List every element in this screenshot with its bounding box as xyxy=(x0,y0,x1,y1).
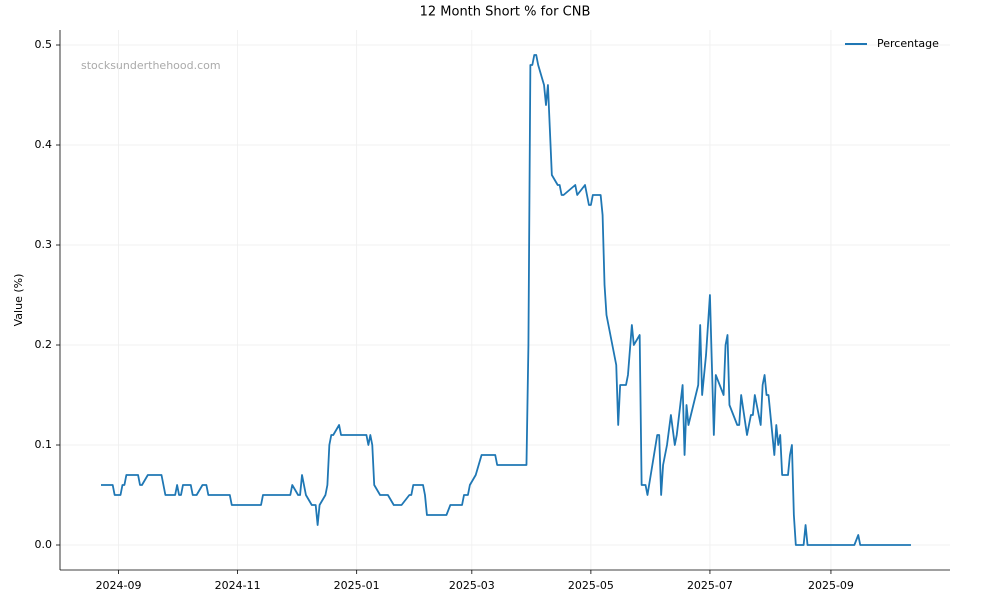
y-tick-label: 0.1 xyxy=(35,438,53,451)
y-tick-label: 0.5 xyxy=(35,38,53,51)
x-tick-label: 2024-11 xyxy=(215,579,261,592)
y-tick-label: 0.0 xyxy=(35,538,53,551)
y-tick-label: 0.3 xyxy=(35,238,53,251)
data-line xyxy=(100,54,911,546)
y-tick-label: 0.4 xyxy=(35,138,53,151)
x-tick-label: 2025-03 xyxy=(449,579,495,592)
watermark: stocksunderthehood.com xyxy=(81,59,221,72)
x-tick-label: 2025-09 xyxy=(808,579,854,592)
x-tick-label: 2024-09 xyxy=(96,579,142,592)
y-axis-label: Value (%) xyxy=(12,274,25,327)
x-tick-label: 2025-01 xyxy=(334,579,380,592)
y-tick-label: 0.2 xyxy=(35,338,53,351)
x-tick-label: 2025-07 xyxy=(687,579,733,592)
chart-title: 12 Month Short % for CNB xyxy=(420,5,591,20)
legend-label: Percentage xyxy=(877,37,939,50)
x-tick-label: 2025-05 xyxy=(568,579,614,592)
